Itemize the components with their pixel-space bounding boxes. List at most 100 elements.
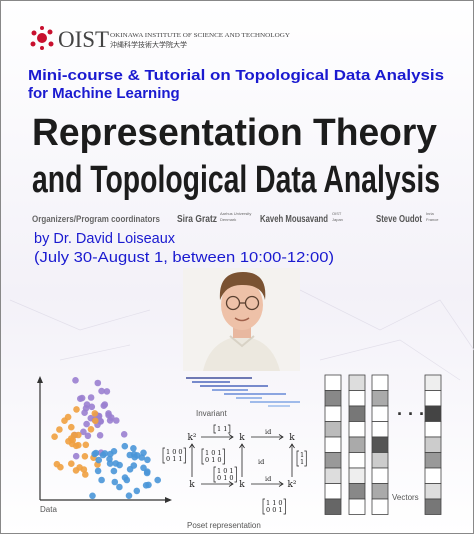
- scatter-point: [143, 469, 151, 477]
- vector-cell: [348, 467, 366, 484]
- vector-cell: [424, 467, 442, 484]
- organizer-affiliation: France: [426, 217, 439, 222]
- poset-label: Poset representation: [187, 521, 261, 530]
- diagram-node: k: [239, 480, 245, 490]
- scatter-point: [53, 460, 61, 468]
- diagram-node: k: [239, 433, 245, 443]
- organizer-name: Sira Gratz: [177, 214, 217, 225]
- matrix-bracket: [213, 466, 237, 483]
- matrix-bracket: [262, 498, 286, 515]
- vector-cell: [324, 390, 342, 407]
- matrix-row: 0 1 0: [205, 456, 222, 464]
- scatter-point: [84, 432, 92, 440]
- vector-cell: [371, 467, 389, 484]
- scatter-point: [82, 441, 90, 449]
- scatter-point: [121, 442, 129, 450]
- scatter-point: [80, 428, 87, 436]
- matrix-row: 1 1 0: [266, 499, 283, 507]
- poset-diagram: k² k kk k k²1 1 id1 0 00 1 11 0 10 1 01 0 10 …: [162, 424, 307, 515]
- vector-cell: [348, 436, 366, 453]
- speaker: by Dr. David Loiseaux: [34, 231, 176, 247]
- vector-cell: [424, 405, 442, 422]
- vectors: [324, 374, 442, 515]
- matrix-row: id: [265, 475, 271, 483]
- vector-cell: [371, 498, 389, 515]
- vector-cell: [348, 374, 366, 391]
- matrix-row: id: [258, 458, 264, 466]
- speaker-photo: [183, 268, 300, 371]
- vector-cell: [348, 452, 366, 469]
- scatter-point: [68, 423, 75, 431]
- scatter-point: [113, 417, 120, 424]
- vector-cell: [424, 390, 442, 407]
- matrix-row: 1 1: [217, 425, 227, 433]
- vector-cell: [424, 436, 442, 453]
- scatter-point: [94, 467, 102, 475]
- scatter-point: [145, 481, 152, 489]
- invariant-label: Invariant: [196, 409, 227, 418]
- scatter-point: [133, 487, 141, 495]
- matrix-row: 1 0 1: [217, 467, 234, 475]
- subtitle-line: for Machine Learning: [28, 85, 180, 102]
- scatter-point: [68, 460, 75, 468]
- scatter-point: [112, 460, 120, 467]
- matrix-bracket: [162, 447, 186, 464]
- scatter-point: [87, 426, 95, 433]
- title-line: and Topological Data Analysis: [32, 159, 440, 201]
- vector-cell: [371, 436, 389, 453]
- scatter-point: [91, 410, 99, 417]
- title-line: Representation Theory: [32, 112, 437, 154]
- vector-cell: [371, 405, 389, 422]
- organizer-affiliation: Japan: [332, 217, 343, 222]
- scatter-point: [99, 451, 107, 459]
- scatter-point: [81, 453, 89, 460]
- organizer-affiliation: Inria: [426, 211, 435, 216]
- matrix-bracket: [213, 424, 231, 434]
- scatter-point: [82, 405, 90, 412]
- vector-cell: [424, 498, 442, 515]
- vector-cell: [324, 452, 342, 469]
- scatter-point: [120, 431, 128, 438]
- scatter-point: [110, 448, 118, 455]
- scatter-point: [125, 492, 133, 500]
- scatter-point: [89, 492, 96, 500]
- vector-cell: [324, 374, 342, 391]
- organizers-label: Organizers/Program coordinators: [32, 214, 160, 225]
- vector-cell: [424, 452, 442, 469]
- scatter-point: [95, 456, 102, 464]
- scatter-point: [154, 476, 161, 484]
- arrow-head: [228, 481, 234, 487]
- scatter-point: [98, 387, 105, 395]
- matrix-row: 0 1 1: [166, 455, 183, 463]
- organizer-affiliation: Denmark: [220, 217, 236, 222]
- scatter-point: [100, 402, 108, 410]
- vector-cell: [348, 498, 366, 515]
- vector-cell: [371, 452, 389, 469]
- vector-cell: [371, 421, 389, 438]
- scatter-point: [83, 420, 90, 428]
- matrix-row: 1 0 1: [205, 449, 222, 457]
- matrix-row: id: [265, 428, 271, 436]
- vector-cell: [348, 421, 366, 438]
- scatter-point: [75, 431, 82, 439]
- scatter-point: [111, 478, 119, 486]
- vector-cell: [371, 390, 389, 407]
- scatter-point: [56, 426, 63, 433]
- vector-cell: [371, 483, 389, 500]
- matrix-row: 0 0 1: [266, 506, 283, 514]
- scatter-point: [61, 417, 68, 425]
- schedule: (July 30-August 1, between 10:00-12:00): [34, 250, 334, 266]
- organizer-affiliation: OIST: [332, 211, 342, 216]
- matrix-row: 1: [300, 458, 304, 466]
- diagram-node: k²: [287, 480, 296, 490]
- scatter-point: [106, 455, 113, 463]
- institute-en: OKINAWA INSTITUTE OF SCIENCE AND TECHNOL…: [110, 32, 290, 39]
- scatter-point: [51, 433, 58, 441]
- scatter-point: [72, 467, 80, 474]
- scatter-point: [87, 394, 95, 401]
- vector-cell: [424, 374, 442, 391]
- logo-text: OIST: [58, 27, 109, 52]
- data-label: Data: [40, 505, 57, 514]
